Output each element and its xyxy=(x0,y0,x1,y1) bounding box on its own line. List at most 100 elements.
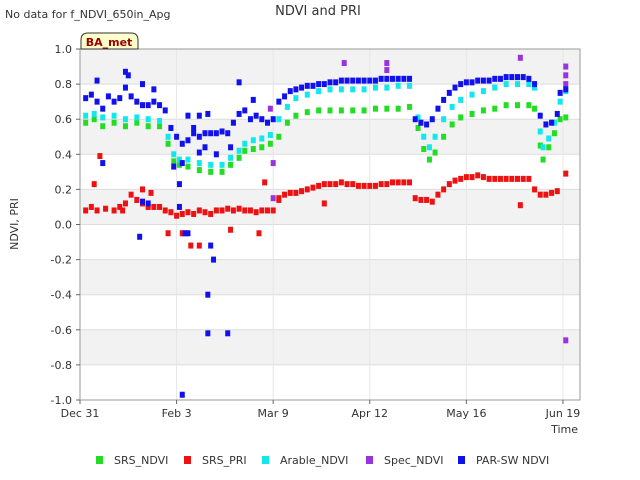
y-tick-label: -1.0 xyxy=(51,394,72,407)
data-point xyxy=(429,116,435,123)
data-point xyxy=(532,186,538,193)
y-tick-label: 1.0 xyxy=(55,43,73,56)
data-point xyxy=(310,184,316,191)
data-point xyxy=(276,98,282,105)
data-point xyxy=(432,133,438,140)
data-point xyxy=(557,116,563,123)
data-point xyxy=(458,96,464,103)
data-point xyxy=(407,103,413,110)
legend-item: SRS_NDVI xyxy=(96,454,168,467)
data-point xyxy=(145,116,151,123)
data-point xyxy=(276,195,282,202)
data-point xyxy=(151,98,157,105)
y-axis-label: NDVI, PRI xyxy=(8,198,21,250)
legend-label: PAR-SW NDVI xyxy=(476,454,549,467)
data-point xyxy=(361,86,367,93)
data-point xyxy=(242,107,248,114)
data-point xyxy=(563,337,569,344)
data-point xyxy=(415,124,421,131)
data-point xyxy=(350,77,356,84)
data-point xyxy=(94,207,100,214)
data-point xyxy=(327,79,333,86)
data-point xyxy=(157,123,163,130)
data-point xyxy=(551,119,557,126)
ba-met-badge[interactable]: BA_met xyxy=(80,32,139,50)
data-point xyxy=(188,242,194,249)
data-point xyxy=(316,81,322,88)
data-point xyxy=(543,191,549,198)
data-point xyxy=(563,63,569,70)
plot-band xyxy=(80,189,580,225)
data-point xyxy=(282,191,288,198)
data-point xyxy=(202,130,208,137)
data-point xyxy=(355,77,361,84)
data-point xyxy=(111,119,117,126)
data-point xyxy=(503,74,509,81)
series-srs-ndvi xyxy=(83,102,569,175)
data-point xyxy=(372,84,378,91)
data-point xyxy=(122,116,128,123)
data-point xyxy=(83,207,89,214)
data-point xyxy=(162,107,168,114)
data-point xyxy=(94,98,100,105)
data-point xyxy=(421,146,427,153)
data-point xyxy=(449,103,455,110)
data-point xyxy=(168,124,174,131)
data-point xyxy=(469,174,475,181)
legend-item: PAR-SW NDVI xyxy=(458,454,549,467)
data-point xyxy=(293,95,299,102)
data-point xyxy=(267,131,273,138)
data-point xyxy=(100,160,106,167)
data-point xyxy=(540,144,546,151)
data-point xyxy=(174,133,180,140)
data-point xyxy=(321,81,327,88)
data-point xyxy=(236,79,242,86)
data-point xyxy=(185,156,191,163)
axes: 1.0 0.8 0.6 0.4 0.2 0.0 -0.2 -0.4 -0.6 -0.8 -1.0De… xyxy=(51,43,581,420)
data-point xyxy=(350,86,356,93)
data-point xyxy=(145,200,151,207)
data-point xyxy=(378,75,384,82)
data-point xyxy=(372,105,378,112)
data-point xyxy=(276,116,282,123)
data-point xyxy=(105,93,111,100)
data-point xyxy=(384,67,390,74)
y-tick-label: 0.2 xyxy=(55,183,73,196)
data-point xyxy=(94,77,100,84)
data-point xyxy=(537,112,543,119)
data-point xyxy=(122,84,128,91)
data-point xyxy=(157,203,163,210)
data-point xyxy=(480,88,486,95)
data-point xyxy=(125,72,131,79)
data-point xyxy=(526,75,532,82)
data-point xyxy=(503,81,509,88)
data-point xyxy=(492,105,498,112)
data-point xyxy=(191,210,197,217)
data-point xyxy=(441,96,447,103)
data-point xyxy=(344,181,350,188)
data-point xyxy=(122,123,128,130)
data-point xyxy=(563,81,569,88)
data-point xyxy=(120,207,126,214)
data-point xyxy=(421,133,427,140)
data-point xyxy=(196,149,202,156)
data-point xyxy=(401,179,407,186)
data-point xyxy=(134,114,140,121)
data-point xyxy=(526,175,532,182)
data-point xyxy=(122,200,128,207)
data-point xyxy=(549,119,555,126)
data-point xyxy=(179,230,185,237)
data-point xyxy=(435,191,441,198)
data-points xyxy=(83,54,569,398)
data-point xyxy=(242,147,248,154)
y-tick-label: 0.0 xyxy=(55,219,73,232)
data-point xyxy=(185,209,191,216)
data-point xyxy=(441,133,447,140)
data-point xyxy=(517,202,523,209)
data-point xyxy=(287,189,293,196)
data-point xyxy=(202,209,208,216)
data-point xyxy=(185,137,191,144)
data-point xyxy=(171,163,177,170)
data-point xyxy=(185,163,191,170)
data-point xyxy=(208,168,214,175)
